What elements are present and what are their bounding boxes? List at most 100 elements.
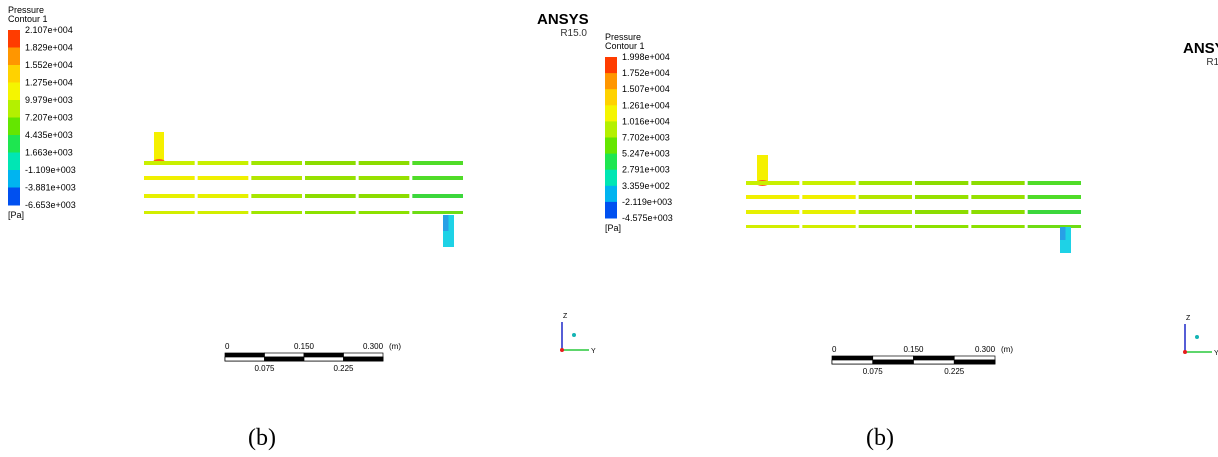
tube-segment	[859, 210, 912, 214]
scale-label: 0	[225, 342, 230, 351]
tube-segment	[251, 161, 302, 165]
scale-bar-lower	[914, 360, 955, 364]
tube-segment	[971, 210, 1024, 214]
tube-segment	[915, 225, 968, 228]
legend-label: -3.881e+003	[25, 183, 76, 193]
scale-bar-lower	[225, 357, 265, 361]
legend-swatch	[8, 135, 20, 153]
scale-label: 0.075	[863, 367, 884, 376]
legend-label: 3.359e+002	[622, 181, 670, 191]
legend-label: -4.575e+003	[622, 213, 673, 223]
tube-segment	[971, 195, 1024, 199]
tube-segment	[802, 210, 855, 214]
legend-label: 1.998e+004	[622, 52, 670, 62]
legend-swatch	[8, 170, 20, 188]
scale-unit: (m)	[1001, 345, 1013, 354]
legend-swatch	[8, 100, 20, 118]
legend-label: 1.829e+004	[25, 43, 73, 53]
contour-panel: PressureContour 11.998e+0041.752e+0041.5…	[605, 32, 1218, 451]
tube-segment	[971, 181, 1024, 185]
outlet-shade	[1060, 227, 1066, 240]
legend-label: -6.653e+003	[25, 200, 76, 210]
tube-segment	[198, 194, 249, 198]
tube-segment	[198, 161, 249, 165]
legend-swatch	[605, 186, 617, 203]
tube-segment	[251, 194, 302, 198]
axis-origin	[560, 348, 564, 352]
scale-bar-lower	[832, 360, 873, 364]
legend-swatch	[605, 202, 617, 219]
legend-swatch	[8, 118, 20, 136]
tube-segment	[746, 210, 799, 214]
tube-segment	[746, 195, 799, 199]
scale-label: 0.300	[975, 345, 996, 354]
axis-origin	[1183, 350, 1187, 354]
legend-swatch	[605, 170, 617, 187]
legend-label: 1.275e+004	[25, 78, 73, 88]
axis-x	[1195, 335, 1199, 339]
inlet-pipe	[154, 132, 164, 162]
legend-swatch	[605, 154, 617, 171]
tube-segment	[144, 194, 195, 198]
logo: ANSYS	[537, 11, 589, 28]
scale-label: 0.150	[903, 345, 924, 354]
legend-label: 9.979e+003	[25, 95, 73, 105]
version: R15.0	[1206, 57, 1218, 68]
tube-segment	[251, 211, 302, 214]
outlet-shade	[443, 215, 449, 231]
scale-bar-lower	[304, 357, 344, 361]
figure: PressureContour 12.107e+0041.829e+0041.5…	[0, 0, 1218, 457]
legend-swatch	[8, 188, 20, 206]
legend-swatch	[8, 83, 20, 101]
tube-segment	[859, 225, 912, 228]
legend-swatch	[8, 153, 20, 171]
tube-segment	[305, 176, 356, 180]
scale-bar-lower	[344, 357, 384, 361]
tube-segment	[1028, 195, 1081, 199]
legend-unit: [Pa]	[605, 223, 621, 233]
tube-segment	[1028, 210, 1081, 214]
version: R15.0	[560, 28, 587, 39]
tube-segment	[359, 176, 410, 180]
scale-label: 0.300	[363, 342, 384, 351]
tube-segment	[359, 211, 410, 214]
tube-segment	[859, 181, 912, 185]
tube-segment	[1028, 181, 1081, 185]
legend-label: 2.107e+004	[25, 25, 73, 35]
tube-segment	[198, 211, 249, 214]
tube-segment	[412, 176, 463, 180]
tube-segment	[915, 210, 968, 214]
tube-segment	[144, 176, 195, 180]
tube-segment	[251, 176, 302, 180]
tube-segment	[859, 195, 912, 199]
tube-segment	[305, 161, 356, 165]
scale-bar-lower	[873, 360, 914, 364]
tube-segment	[412, 161, 463, 165]
legend-swatch	[8, 65, 20, 83]
tube-segment	[915, 195, 968, 199]
tube-segment	[802, 195, 855, 199]
legend-swatch	[605, 57, 617, 74]
tube-segment	[746, 225, 799, 228]
inlet-pipe	[757, 155, 768, 183]
axis-label: Z	[563, 313, 568, 320]
scale-label: 0.075	[254, 364, 275, 373]
tube-segment	[971, 225, 1024, 228]
legend-label: 1.507e+004	[622, 84, 670, 94]
legend-swatch	[8, 30, 20, 48]
axis-x	[572, 333, 576, 337]
tube-segment	[198, 176, 249, 180]
legend-label: 1.663e+003	[25, 148, 73, 158]
legend-label: 2.791e+003	[622, 165, 670, 175]
scale-label: 0.225	[333, 364, 354, 373]
logo: ANSYS	[1183, 40, 1218, 57]
legend-swatch	[605, 89, 617, 106]
legend-swatch	[605, 105, 617, 122]
tube-segment	[915, 181, 968, 185]
legend-subtitle: Contour 1	[8, 14, 48, 24]
legend-swatch	[605, 138, 617, 155]
legend-label: 4.435e+003	[25, 130, 73, 140]
legend-label: 5.247e+003	[622, 149, 670, 159]
tube-segment	[359, 194, 410, 198]
legend-label: -2.119e+003	[622, 197, 672, 207]
